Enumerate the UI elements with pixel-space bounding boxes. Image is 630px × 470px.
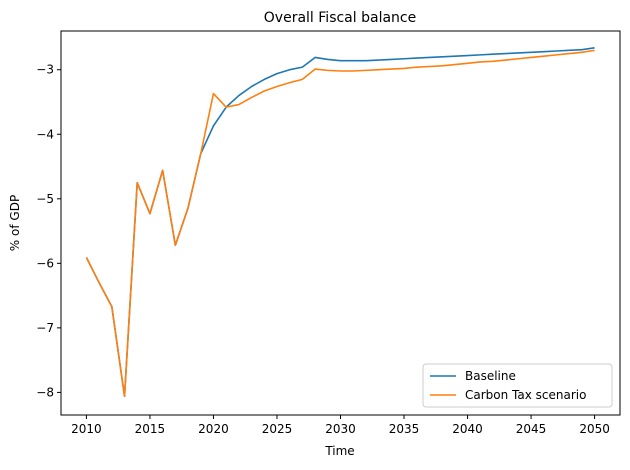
- series-line-baseline: [85, 46, 595, 398]
- x-tick-label: 2015: [135, 422, 166, 436]
- y-tick-label: −5: [36, 192, 54, 206]
- y-tick-label: −8: [36, 385, 54, 399]
- legend-entry: Baseline: [465, 369, 516, 383]
- chart-title: Overall Fiscal balance: [264, 10, 416, 26]
- x-axis: 2010 2015 2020 2025 2030 2035 2040 2045 2050: [71, 415, 610, 436]
- x-tick-label: 2035: [389, 422, 420, 436]
- x-tick-label: 2040: [452, 422, 483, 436]
- axes-frame: [60, 30, 621, 416]
- y-axis-label: % of GDP: [8, 195, 22, 251]
- legend-box: [422, 363, 613, 408]
- y-tick-label: −7: [36, 321, 54, 335]
- y-tick-label: −4: [36, 127, 54, 141]
- legend: Baseline Carbon Tax scenario: [422, 363, 613, 408]
- legend-entry: Carbon Tax scenario: [465, 388, 586, 402]
- y-tick-label: −3: [36, 63, 54, 77]
- x-axis-label: Time: [324, 444, 354, 458]
- x-tick-label: 2030: [325, 422, 356, 436]
- y-tick-label: −6: [36, 256, 54, 270]
- x-tick-label: 2050: [579, 422, 610, 436]
- x-tick-label: 2010: [71, 422, 102, 436]
- x-tick-label: 2020: [198, 422, 229, 436]
- series-line-carbon-tax: [85, 49, 595, 398]
- plot-area: [85, 46, 595, 398]
- x-tick-label: 2045: [516, 422, 547, 436]
- x-tick-label: 2025: [262, 422, 293, 436]
- y-axis: −8 −7 −6 −5 −4 −3: [36, 63, 61, 399]
